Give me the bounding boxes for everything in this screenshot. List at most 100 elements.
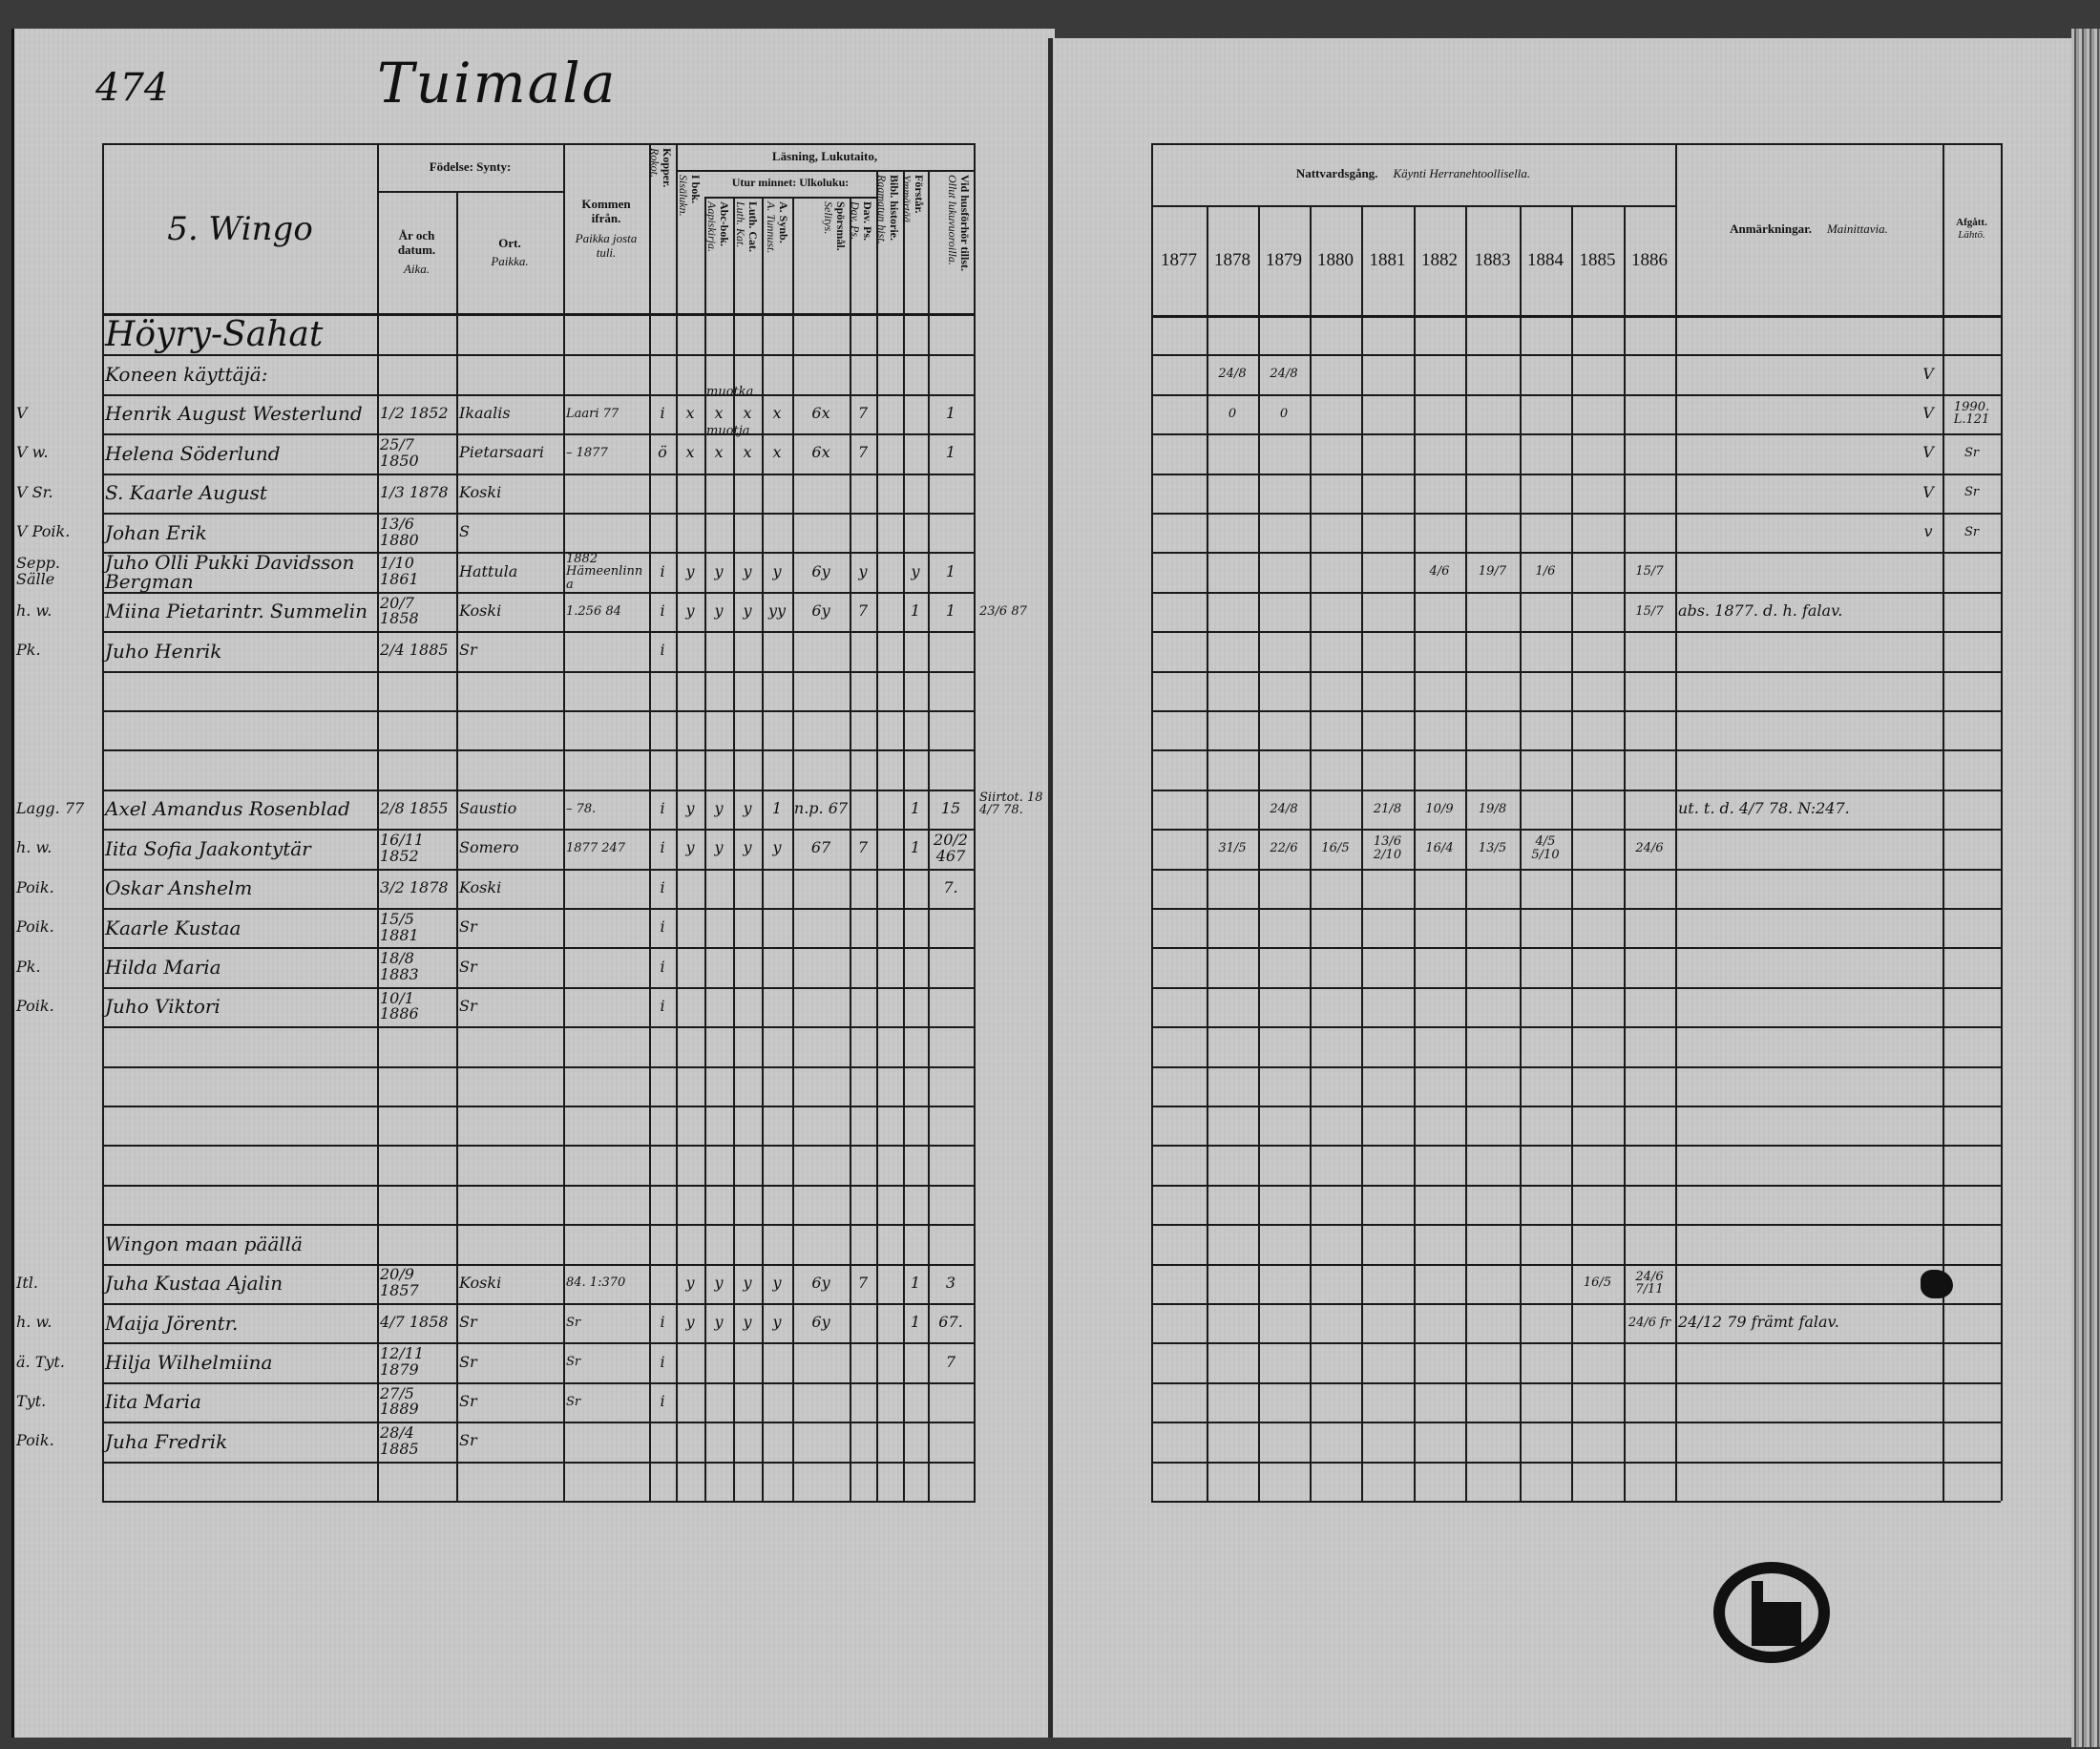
check-mark: v [1923,522,1933,541]
reading-mark: y [743,601,752,621]
row-margin-note: Pk. [16,957,41,976]
row-rule [1151,829,2001,832]
reading-mark: y [911,561,920,580]
column-rule [792,197,794,1501]
came-from: 1.256 84 [566,603,621,619]
column-header-label: Spörsmål. [834,201,848,251]
row-rule [1151,868,2001,871]
row-margin-note: Pk. [16,641,41,660]
reading-mark: y [743,1273,752,1292]
birth-place: Hattula [459,561,518,580]
year-header: 1882 [1421,250,1458,270]
column-rule [1258,205,1260,1501]
reading-mark: 20/2 467 [934,831,968,865]
row-rule [102,868,976,871]
column-header: Vid husförhör tillst. Ollut lukuvuoroilla… [929,171,973,313]
reading-mark: 6x [811,443,830,462]
person-name: Juho Henrik [105,639,222,663]
reading-mark: x [743,443,752,462]
page-number: 474 [95,66,169,110]
birth-date: 28/4 1885 [380,1423,419,1458]
birth-date: 25/7 1850 [380,435,419,470]
person-name: Juho Olli Pukki Davidsson Bergman [105,551,355,594]
communion-date: 16/4 [1425,841,1454,856]
reading-mark: 67. [938,1313,963,1332]
row-margin-note: Tyt. [16,1392,47,1411]
column-header-label-fi: Rokot. [648,148,662,178]
year-header: 1879 [1266,250,1302,270]
row-rule [102,1461,976,1464]
column-rule [563,143,565,1501]
reading-mark: i [660,917,665,937]
reading-mark: 15 [940,799,961,818]
row-rule [102,947,976,950]
column-rule [903,170,905,1501]
row-rule [1151,986,2001,989]
row-margin-note: h. w. [16,1313,52,1332]
year-header-cell: 1884 [1522,207,1569,313]
column-rule [649,143,651,1501]
reading-mark: 67 [810,838,831,857]
row-rule [1151,1303,2001,1305]
birth-place: Sr [459,957,477,976]
table-rule [102,313,976,316]
remark-text: 24/12 79 främt falav. [1678,1313,1839,1332]
column-rule [974,143,976,1501]
row-rule [102,749,976,752]
birth-place: Sr [459,1431,477,1450]
reading-mark: x [772,404,782,423]
birth-place: S [459,522,470,541]
reading-mark: y [714,838,724,857]
reading-mark: n.p. 67 [793,799,849,818]
departed-value: Sr [1964,485,1980,500]
came-from: – 1877 [566,446,608,461]
came-from: Sr [566,1315,581,1330]
row-rule [1151,670,2001,673]
row-rule [102,1145,976,1148]
row-margin-note: V w. [16,443,49,462]
row-rule [102,908,976,910]
row-rule [102,1263,976,1266]
row-rule [102,393,976,396]
departed-value: 1990. L.121 [1953,399,1990,428]
row-margin-note: Poik. [16,877,54,896]
row-margin-note: ä. Tyt. [16,1352,65,1371]
row-rule [102,710,976,712]
column-rule [456,191,458,1501]
table-rule [676,170,974,172]
departed-header-fi: Lähtö. [1958,229,1985,241]
row-margin-note: h. w. [16,601,52,621]
row-rule [102,552,976,555]
reading-mark: ö [658,443,667,462]
year-header-cell: 1879 [1260,207,1308,313]
row-rule [1151,908,2001,910]
birth-place: Koski [459,601,502,621]
reading-mark: y [772,1313,782,1332]
reading-mark: i [660,877,665,896]
check-mark: V [1922,404,1934,423]
column-rule [1624,205,1626,1501]
column-rule [1310,205,1312,1501]
row-rule [1151,1065,2001,1068]
column-rule [1414,205,1416,1501]
column-header-label-fi: Dav. Ps. [849,201,862,241]
reading-mark: x [685,443,695,462]
reading-mark: i [660,1392,665,1411]
reading-mark: y [743,1313,752,1332]
birth-date: 1/3 1878 [380,482,449,501]
year-header: 1885 [1579,250,1616,270]
year-header-cell: 1877 [1153,207,1205,313]
year-header: 1877 [1161,250,1197,270]
column-rule [850,197,851,1501]
person-name: Koneen käyttäjä: [105,363,268,387]
person-name: Iita Maria [105,1390,201,1414]
came-from: 84. 1:370 [566,1275,626,1291]
table-rule [377,191,563,193]
communion-date: 21/8 [1373,801,1402,816]
table-rule [1151,205,1675,207]
birth-place: Somero [459,838,519,857]
row-rule [1151,947,2001,950]
reading-mark: i [660,997,665,1016]
reading-mark: y [714,799,724,818]
reading-mark: x [714,404,724,423]
